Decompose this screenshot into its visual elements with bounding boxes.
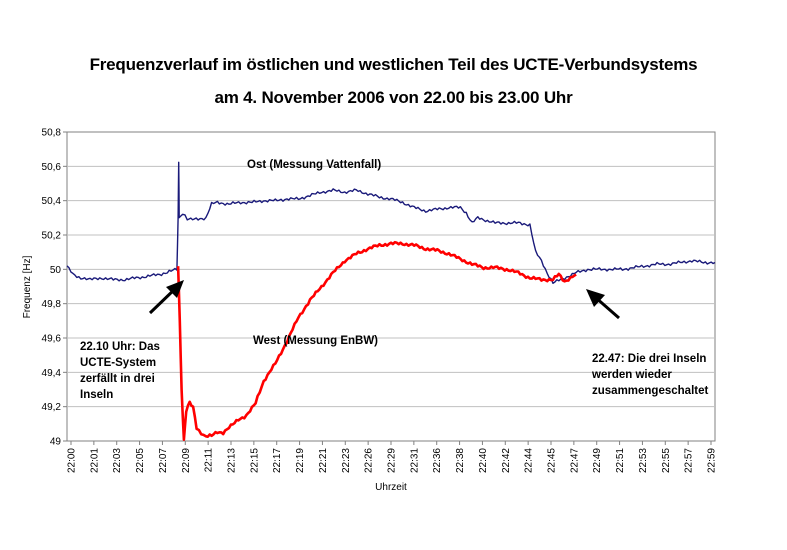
x-tick-label: 22:15: [249, 448, 260, 473]
x-tick-label: 22:51: [615, 448, 626, 473]
x-axis-label: Uhrzeit: [375, 482, 407, 493]
x-tick-label: 22:49: [592, 448, 603, 473]
chart-title-line-1: Frequenzverlauf im östlichen und westlic…: [89, 55, 698, 74]
x-tick-label: 22:11: [204, 448, 215, 473]
x-tick-label: 22:44: [524, 448, 535, 473]
x-tick-label: 22:57: [684, 448, 695, 473]
annotation-split-line-3: zerfällt in drei: [80, 373, 155, 385]
x-tick-label: 22:13: [227, 448, 238, 473]
annotation-split-line-4: Inseln: [80, 389, 113, 401]
label-west: West (Messung EnBW): [253, 335, 378, 347]
chart-title-line-2: am 4. November 2006 von 22.00 bis 23.00 …: [214, 88, 573, 107]
right-arrow: [586, 289, 620, 320]
y-tick-label: 50,8: [42, 128, 62, 139]
x-tick-label: 22:59: [707, 448, 718, 473]
annotation-reconnect-line-2: werden wieder: [591, 369, 672, 381]
series-line-east: [66, 161, 716, 284]
x-tick-label: 22:19: [295, 448, 306, 473]
y-tick-label: 49,2: [42, 402, 62, 413]
x-tick-label: 22:07: [158, 448, 169, 473]
y-tick-label: 49: [50, 437, 62, 448]
x-tick-label: 22:55: [661, 448, 672, 473]
y-tick-label: 50,6: [42, 162, 62, 173]
x-tick-label: 22:40: [478, 448, 489, 473]
y-tick-label: 49,8: [42, 299, 62, 310]
annotation-reconnect-line-1: 22.47: Die drei Inseln: [592, 353, 706, 365]
x-tick-label: 22:01: [89, 448, 100, 473]
y-tick-label: 50,4: [42, 196, 62, 207]
annotation-split-line-2: UCTE-System: [80, 357, 156, 369]
x-tick-label: 22:21: [318, 448, 329, 473]
x-tick-label: 22:31: [409, 448, 420, 473]
x-tick-label: 22:42: [501, 448, 512, 473]
x-tick-label: 22:53: [638, 448, 649, 473]
x-tick-label: 22:09: [181, 448, 192, 473]
x-tick-label: 22:47: [569, 448, 580, 473]
left-arrow: [148, 280, 184, 315]
annotation-reconnect-line-3: zusammengeschaltet: [592, 385, 708, 397]
x-tick-label: 22:03: [112, 448, 123, 473]
y-tick-label: 49,6: [42, 334, 62, 345]
x-tick-label: 22:00: [67, 448, 78, 473]
y-axis-label: Frequenz [Hz]: [22, 255, 33, 318]
series-line-west: [176, 240, 577, 441]
y-tick-label: 50: [50, 265, 62, 276]
x-tick-label: 22:38: [455, 448, 466, 473]
y-tick-label: 49,4: [42, 368, 62, 379]
x-tick-label: 22:29: [387, 448, 398, 473]
x-tick-label: 22:17: [272, 448, 283, 473]
x-tick-label: 22:23: [341, 448, 352, 473]
label-east: Ost (Messung Vattenfall): [247, 159, 381, 171]
y-tick-label: 50,2: [42, 231, 62, 242]
annotation-split-line-1: 22.10 Uhr: Das: [80, 341, 160, 353]
x-tick-label: 22:26: [364, 448, 375, 473]
x-tick-label: 22:45: [547, 448, 558, 473]
x-tick-label: 22:05: [135, 448, 146, 473]
x-tick-label: 22:36: [432, 448, 443, 473]
